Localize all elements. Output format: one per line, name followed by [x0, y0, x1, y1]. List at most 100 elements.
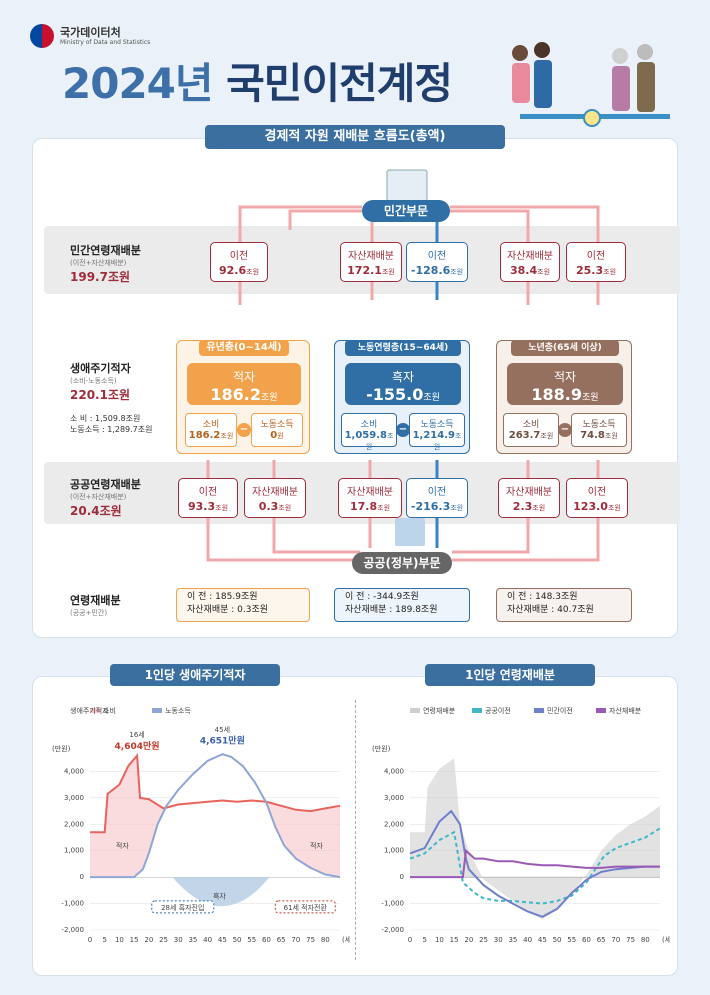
- annotation-surplus: 흑자: [213, 891, 226, 900]
- x-tick-label: 5: [102, 936, 106, 944]
- y-tick-label: 0: [400, 873, 404, 881]
- annotation-exit: 61세 적자전환: [284, 903, 328, 912]
- y-tick-label: 4,000: [64, 767, 84, 775]
- x-tick-label: 65: [597, 936, 606, 944]
- legend-swatch: [90, 708, 100, 713]
- x-tick-label: 50: [233, 936, 242, 944]
- private-row-label: 민간연령재배분 (이전+자산재배분) 199.7조원: [70, 244, 141, 284]
- age-realloc-working: 이 전 : -344.9조원 자산재배분 : 189.8조원: [334, 588, 470, 622]
- public-box: 이전 93.3조원: [178, 478, 238, 518]
- public-box: 자산재배분 2.3조원: [498, 478, 560, 518]
- annotation-exit-box: [274, 900, 336, 914]
- public-box: 이전 123.0조원: [566, 478, 628, 518]
- x-tick-label: 75: [306, 936, 315, 944]
- x-tick-label: 45: [538, 936, 547, 944]
- series-line: [409, 809, 660, 918]
- legend-swatch: [534, 708, 544, 713]
- y-tick-label: -1,000: [381, 900, 404, 908]
- group-elderly: 노년층(65세 이상) 적자 188.9조원 소비 263.7조원 − 노동소득 74…: [496, 340, 632, 454]
- series-line: [90, 752, 341, 834]
- x-tick-label: 15: [130, 936, 139, 944]
- y-tick-label: -1,000: [61, 900, 84, 908]
- x-unit-label: (세): [342, 935, 350, 944]
- annotation-entry: 28세 흑자진입: [161, 903, 204, 912]
- minus-icon: −: [558, 423, 572, 437]
- x-tick-label: 45: [218, 936, 227, 944]
- public-row-label: 공공연령재배분 (이전+자산재배분) 20.4조원: [70, 478, 141, 518]
- annotation-entry-box: [151, 900, 215, 914]
- y-tick-label: 0: [80, 873, 84, 881]
- y-unit-label: (만원): [52, 744, 71, 753]
- public-box: 자산재배분 0.3조원: [244, 478, 306, 518]
- x-tick-label: 35: [188, 936, 197, 944]
- y-tick-label: 3,000: [384, 794, 404, 802]
- group-working: 노동연령층(15~64세) 흑자 -155.0조원 소비 1,059.8조원 − 노…: [334, 340, 470, 454]
- x-tick-label: 20: [144, 936, 153, 944]
- x-tick-label: 10: [435, 936, 444, 944]
- annotation-peak1-value: 4,604만원: [115, 740, 160, 752]
- x-tick-label: 50: [553, 936, 562, 944]
- x-tick-label: 75: [626, 936, 635, 944]
- x-tick-label: 80: [321, 936, 330, 944]
- annotation-peak2-age: 45세: [215, 725, 230, 734]
- age-realloc-elderly: 이 전 : 148.3조원 자산재배분 : 40.7조원: [496, 588, 632, 622]
- age-realloc-youth: 이 전 : 185.9조원 자산재배분 : 0.3조원: [176, 588, 310, 622]
- agency-logo: 국가데이터처 Ministry of Data and Statistics: [30, 22, 190, 52]
- legend-label: 노동소득: [165, 707, 191, 715]
- page-title: 2024년 국민이전계정: [62, 59, 453, 108]
- x-tick-label: 40: [203, 936, 212, 944]
- annotation-deficit-right: 적자: [310, 841, 323, 850]
- x-tick-label: 70: [611, 936, 620, 944]
- series-line: [410, 848, 660, 879]
- group-elderly-status: 적자 188.9조원: [507, 363, 623, 405]
- private-box: 이전 -128.6조원: [406, 242, 468, 282]
- left-chart-title: 1인당 생애주기적자: [110, 664, 280, 686]
- lifecycle-deficit-chart: 소비 노동소득 생애주기적자 (만원) -2,000 -1,000 0 1,000 2,000 3…: [52, 706, 350, 944]
- age-realloc-row-label: 연령재배분 (공공+민간): [70, 594, 121, 617]
- legend-label: 자산재배분: [609, 706, 642, 715]
- x-tick-label: 15: [450, 936, 459, 944]
- y-tick-label: 1,000: [64, 847, 84, 855]
- x-tick-label: 35: [508, 936, 517, 944]
- x-tick-label: 60: [582, 936, 591, 944]
- minus-icon: −: [396, 423, 410, 437]
- legend-label: 연령재배분: [423, 706, 456, 715]
- y-tick-label: 1,000: [384, 847, 404, 855]
- group-youth: 유년층(0~14세) 적자 186.2조원 소비 186.2조원 − 노동소득 0원: [176, 340, 310, 454]
- agency-name-en: Ministry of Data and Statistics: [60, 39, 151, 46]
- legend-swatch: [596, 708, 606, 713]
- x-tick-label: 30: [494, 936, 503, 944]
- group-working-status: 흑자 -155.0조원: [345, 363, 461, 405]
- labor-mask: [90, 754, 340, 878]
- y-tick-label: -2,000: [61, 926, 84, 934]
- private-box: 이전 92.6조원: [210, 242, 268, 282]
- legend-swatch: [152, 708, 162, 713]
- legend-swatch: [472, 708, 482, 713]
- x-tick-label: 25: [159, 936, 168, 944]
- y-unit-label: (만원): [372, 744, 391, 753]
- private-box: 자산재배분 38.4조원: [500, 242, 560, 282]
- chart-divider: [355, 700, 356, 960]
- series-line: [90, 753, 341, 879]
- public-box: 자산재배분 17.8조원: [338, 478, 402, 518]
- lifecycle-row-label: 생애주기적자 (소비-노동소득) 220.1조원 소 비 : 1,509.8조원…: [70, 362, 153, 434]
- y-tick-label: 3,000: [64, 794, 84, 802]
- agency-name: 국가데이터처: [60, 26, 121, 39]
- legend-label: 소비: [103, 706, 116, 715]
- x-tick-label: 30: [174, 936, 183, 944]
- flow-connectors: [206, 169, 600, 562]
- y-tick-label: -2,000: [381, 926, 404, 934]
- x-unit-label: (세): [662, 935, 670, 944]
- private-box: 자산재배분 172.1조원: [340, 242, 402, 282]
- public-box: 이전 -216.3조원: [406, 478, 468, 518]
- legend-label: 생애주기적자: [70, 706, 109, 715]
- x-tick-label: 0: [408, 936, 412, 944]
- flow-section-title: 경제적 자원 재배분 흐름도(총액): [205, 125, 505, 149]
- x-tick-label: 40: [523, 936, 532, 944]
- age-realloc-chart: 연령재배분 공공이전 민간이전 자산재배분 (만원) -2,000 -1,000 0 1,000…: [372, 706, 670, 944]
- group-youth-status: 적자 186.2조원: [187, 363, 301, 405]
- private-sector-badge: 민간부문: [362, 200, 450, 222]
- y-tick-label: 2,000: [64, 820, 84, 828]
- series-area: [410, 758, 660, 920]
- minus-icon: −: [237, 423, 251, 437]
